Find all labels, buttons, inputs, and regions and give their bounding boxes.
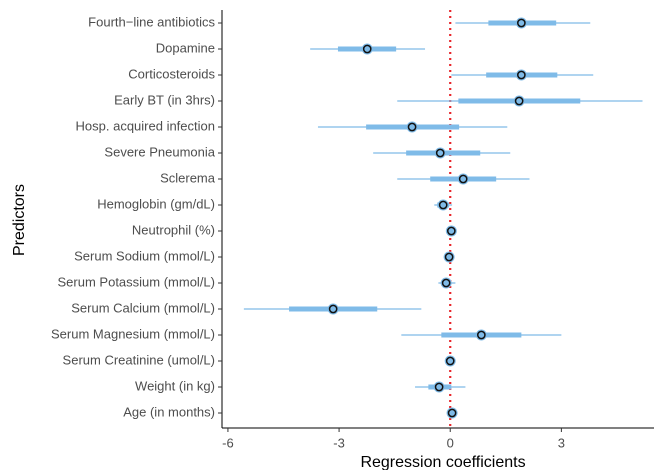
y-tick-label: Weight (in kg) (135, 378, 215, 393)
y-tick-label: Hemoglobin (gm/dL) (97, 196, 215, 211)
y-tick-label: Hosp. acquired infection (76, 118, 215, 133)
point-ring (517, 70, 526, 80)
y-tick-label: Serum Potassium (mmol/L) (58, 274, 215, 289)
x-tick-label: 3 (558, 435, 565, 450)
y-tick-label: Dopamine (156, 40, 215, 55)
point-ring (458, 174, 468, 184)
y-tick-label: Corticosteroids (128, 66, 215, 81)
y-tick-label: Serum Sodium (mmol/L) (74, 248, 215, 263)
point-ring (446, 226, 456, 236)
point-ring (447, 408, 457, 418)
point-ring (328, 304, 338, 314)
x-tick-label: -3 (333, 435, 345, 450)
y-tick-label: Sclerema (160, 170, 216, 185)
y-tick-label: Neutrophil (%) (132, 222, 215, 237)
y-tick-label: Early BT (in 3hrs) (114, 92, 215, 107)
point-ring (445, 356, 455, 366)
point-ring (438, 200, 448, 210)
point-ring (476, 330, 486, 340)
point-ring (434, 382, 444, 392)
y-tick-label: Age (in months) (123, 404, 215, 419)
y-tick-label: Serum Calcium (mmol/L) (71, 300, 215, 315)
point-ring (444, 252, 454, 262)
x-tick-label: -6 (222, 435, 234, 450)
y-tick-label: Severe Pneumonia (104, 144, 215, 159)
y-tick-label: Serum Creatinine (umol/L) (63, 352, 215, 367)
x-axis-title: Regression coefficients (360, 454, 525, 470)
y-tick-label: Fourth−line antibiotics (88, 14, 215, 29)
point-ring (435, 148, 445, 158)
point-ring (514, 96, 524, 106)
y-tick-label: Serum Magnesium (mmol/L) (51, 326, 215, 341)
y-axis-title: Predictors (11, 184, 28, 256)
x-tick-label: 0 (447, 435, 454, 450)
point-ring (362, 44, 372, 54)
point-ring (407, 122, 417, 132)
point-ring (517, 18, 526, 28)
point-ring (441, 278, 451, 288)
